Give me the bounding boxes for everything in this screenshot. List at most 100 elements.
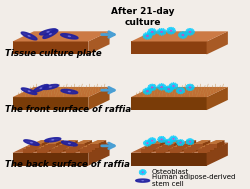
Polygon shape <box>208 144 216 148</box>
Polygon shape <box>55 143 70 147</box>
Polygon shape <box>21 32 37 40</box>
Ellipse shape <box>178 90 181 92</box>
Polygon shape <box>202 140 209 148</box>
Polygon shape <box>204 142 220 145</box>
Polygon shape <box>178 145 185 153</box>
Polygon shape <box>43 30 58 38</box>
Polygon shape <box>168 83 177 89</box>
Polygon shape <box>55 147 63 152</box>
Polygon shape <box>63 143 70 152</box>
Polygon shape <box>176 145 184 150</box>
Polygon shape <box>65 145 81 149</box>
Polygon shape <box>24 140 39 145</box>
Polygon shape <box>69 147 77 152</box>
Polygon shape <box>61 89 77 94</box>
Polygon shape <box>37 149 46 153</box>
Text: After 21-day
culture: After 21-day culture <box>110 7 174 27</box>
Polygon shape <box>130 153 206 166</box>
Polygon shape <box>12 143 109 153</box>
Ellipse shape <box>160 31 162 33</box>
Ellipse shape <box>28 90 30 92</box>
Polygon shape <box>195 143 202 152</box>
Polygon shape <box>158 147 167 152</box>
Polygon shape <box>141 149 149 153</box>
Polygon shape <box>185 84 194 91</box>
Ellipse shape <box>181 34 184 36</box>
Text: The front surface of raffia: The front surface of raffia <box>6 105 131 114</box>
Polygon shape <box>149 145 157 153</box>
Polygon shape <box>164 86 172 93</box>
Ellipse shape <box>141 171 143 173</box>
Polygon shape <box>180 140 195 144</box>
Polygon shape <box>21 88 37 94</box>
Polygon shape <box>61 141 77 146</box>
Polygon shape <box>38 142 46 150</box>
Polygon shape <box>37 145 53 149</box>
Polygon shape <box>33 144 42 148</box>
Polygon shape <box>65 149 74 153</box>
Polygon shape <box>95 142 102 150</box>
Polygon shape <box>12 31 109 42</box>
Ellipse shape <box>46 31 50 33</box>
Ellipse shape <box>39 87 42 89</box>
Polygon shape <box>30 142 46 145</box>
Text: Osteoblast: Osteoblast <box>151 169 188 175</box>
Polygon shape <box>26 147 35 152</box>
Ellipse shape <box>146 142 148 144</box>
Polygon shape <box>72 145 81 150</box>
Ellipse shape <box>48 86 52 88</box>
Text: Human adipose-derived
stem cell: Human adipose-derived stem cell <box>151 174 234 187</box>
Ellipse shape <box>30 142 33 143</box>
Polygon shape <box>151 140 167 144</box>
Polygon shape <box>60 145 67 153</box>
Polygon shape <box>23 149 32 153</box>
Polygon shape <box>33 140 49 144</box>
Polygon shape <box>51 149 60 153</box>
Ellipse shape <box>179 142 181 143</box>
Ellipse shape <box>28 35 30 37</box>
Polygon shape <box>48 144 56 148</box>
Polygon shape <box>86 145 95 150</box>
Polygon shape <box>88 31 109 54</box>
Polygon shape <box>35 143 42 152</box>
Ellipse shape <box>150 31 153 33</box>
Polygon shape <box>86 142 102 145</box>
Polygon shape <box>77 143 85 152</box>
Polygon shape <box>44 142 60 145</box>
Polygon shape <box>60 34 78 39</box>
Polygon shape <box>144 147 153 152</box>
Polygon shape <box>184 28 194 36</box>
Polygon shape <box>183 149 192 153</box>
Polygon shape <box>83 147 92 152</box>
Polygon shape <box>216 140 224 148</box>
Polygon shape <box>42 84 58 89</box>
Polygon shape <box>178 31 187 39</box>
Ellipse shape <box>68 91 71 92</box>
Polygon shape <box>40 29 56 35</box>
Ellipse shape <box>188 31 190 33</box>
Polygon shape <box>130 97 206 110</box>
Polygon shape <box>156 28 166 36</box>
Ellipse shape <box>172 138 174 140</box>
Polygon shape <box>170 142 178 150</box>
Polygon shape <box>169 136 177 142</box>
Ellipse shape <box>188 86 190 88</box>
Polygon shape <box>169 149 177 153</box>
Polygon shape <box>180 144 188 148</box>
Text: Tissue culture plate: Tissue culture plate <box>6 49 102 58</box>
Polygon shape <box>164 139 172 145</box>
Ellipse shape <box>169 30 172 32</box>
Polygon shape <box>176 139 184 146</box>
Polygon shape <box>197 149 206 153</box>
Polygon shape <box>58 145 66 150</box>
Polygon shape <box>143 140 151 146</box>
Polygon shape <box>172 147 181 152</box>
Ellipse shape <box>68 143 70 144</box>
Polygon shape <box>206 143 227 166</box>
Polygon shape <box>192 145 199 153</box>
Polygon shape <box>83 143 99 147</box>
Polygon shape <box>62 140 78 144</box>
Polygon shape <box>162 142 178 145</box>
Polygon shape <box>148 145 156 150</box>
Polygon shape <box>135 179 149 182</box>
